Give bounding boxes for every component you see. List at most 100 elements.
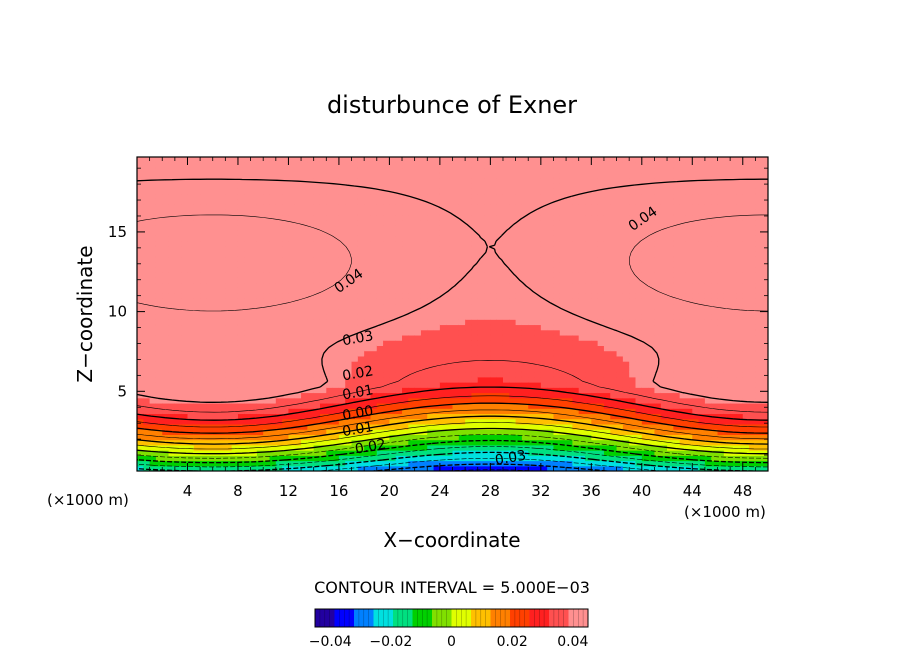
contour-cell [496,251,504,258]
contour-cell [458,402,466,409]
contour-cell [528,214,536,221]
contour-cell [143,392,151,399]
contour-cell [143,245,151,252]
contour-cell [307,397,315,404]
contour-cell [193,397,201,404]
contour-cell [610,413,618,420]
contour-cell [446,397,454,404]
contour-cell [149,319,157,326]
contour-cell [364,455,372,462]
contour-cell [534,340,542,346]
contour-cell [237,345,245,352]
contour-cell [187,319,195,326]
contour-cell [496,434,504,441]
contour-cell [376,282,384,289]
contour-cell [174,340,182,346]
contour-cell [219,266,226,273]
contour-cell [452,361,460,367]
contour-cell [439,293,447,299]
contour-cell [540,256,548,263]
contour-cell [446,434,454,441]
contour-cell [181,256,189,263]
contour-cell [193,329,201,336]
contour-cell [187,193,195,200]
contour-cell [219,413,226,420]
contour-cell [439,193,447,200]
contour-cell [351,450,359,456]
contour-cell [389,177,397,184]
contour-cell [376,287,384,294]
contour-cell [326,225,334,231]
contour-cell [452,303,460,310]
contour-cell [635,408,643,415]
contour-cell [648,183,656,189]
contour-cell [200,245,208,252]
contour-cell [395,225,403,231]
contour-cell [269,439,277,446]
contour-cell [408,366,416,373]
contour-cell [288,340,296,346]
contour-cell [597,225,605,231]
contour-cell [206,361,214,367]
contour-cell [326,162,334,169]
contour-cell [402,361,409,367]
contour-cell [383,387,390,394]
contour-cell [534,282,542,289]
contour-cell [648,329,656,336]
contour-cell [155,245,163,252]
contour-cell [206,324,214,331]
contour-cell [427,465,435,471]
contour-cell [149,303,157,310]
contour-cell [395,340,403,346]
contour-cell [635,240,643,247]
contour-cell [402,408,409,415]
contour-cell [578,219,586,226]
contour-cell [420,204,428,210]
contour-cell [635,245,643,252]
contour-cell [458,282,466,289]
contour-cell [490,460,498,467]
contour-cell [187,387,195,394]
contour-cell [174,225,182,231]
contour-cell [547,183,555,189]
contour-cell [137,319,144,326]
contour-cell [471,219,479,226]
contour-cell [294,183,302,189]
contour-cell [357,256,365,263]
contour-cell [181,350,189,357]
contour-cell [181,308,189,315]
contour-cell [357,418,365,425]
contour-cell [137,256,144,263]
contour-cell [509,434,517,441]
contour-cell [547,455,555,462]
contour-cell [540,277,548,284]
contour-cell [326,350,334,357]
contour-cell [383,240,390,247]
contour-cell [427,340,435,346]
contour-cell [477,408,485,415]
contour-cell [521,219,529,226]
contour-cell [521,293,529,299]
contour-cell [502,157,510,163]
contour-cell [174,230,182,237]
contour-cell [484,423,491,430]
contour-cell [452,434,460,441]
contour-cell [496,298,504,305]
contour-cell [357,434,365,441]
contour-cell [332,261,340,268]
contour-cell [275,225,283,231]
contour-cell [301,204,308,210]
contour-cell [288,287,296,294]
contour-cell [427,277,435,284]
contour-cell [452,455,460,462]
contour-cell [383,418,390,425]
contour-cell [616,455,624,462]
contour-cell [496,172,504,179]
contour-cell [357,308,365,315]
contour-cell [452,397,460,404]
contour-cell [162,345,170,352]
contour-cell [269,303,277,310]
contour-cell [509,408,517,415]
contour-cell [250,225,258,231]
contour-cell [244,402,252,409]
